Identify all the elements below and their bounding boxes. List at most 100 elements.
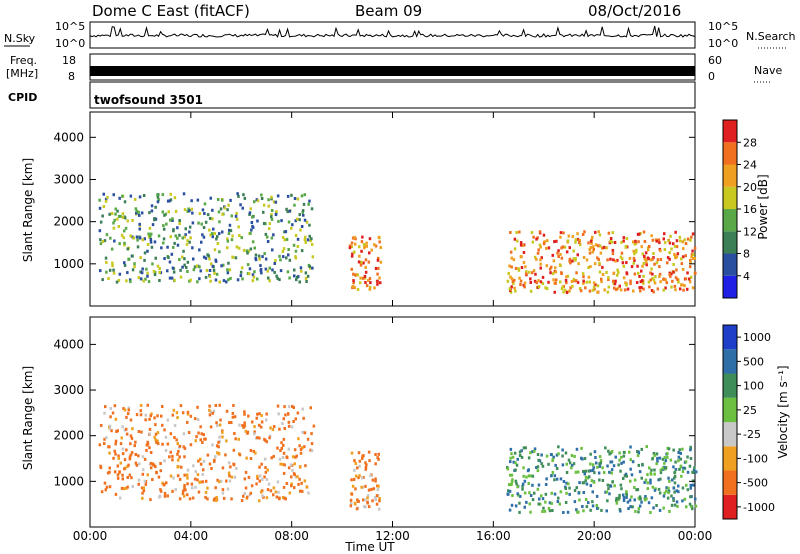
velocity-echo-cell (673, 481, 677, 485)
power-echo-cell (664, 278, 667, 282)
velocity-echo-cell (172, 408, 176, 412)
power-echo-cell (555, 239, 558, 243)
velocity-echo-cell (606, 499, 609, 503)
power-echo-cell (266, 269, 269, 273)
velocity-echo-cell (111, 411, 115, 415)
velocity-echo-cell (669, 458, 673, 462)
power-echo-cell (633, 252, 636, 256)
velocity-echo-cell (199, 425, 202, 429)
velocity-echo-cell (655, 462, 658, 466)
power-echo-cell (153, 273, 157, 277)
power-echo-cell (677, 280, 680, 284)
power-echo-cell (104, 199, 108, 203)
power-echo-cell (154, 256, 157, 260)
velocity-echo-cell (358, 459, 362, 463)
velocity-echo-cell (598, 455, 602, 459)
power-echo-cell (146, 249, 149, 253)
velocity-echo-cell (536, 487, 540, 491)
velocity-echo-cell (278, 497, 281, 501)
power-echo-cell (188, 209, 191, 213)
power-echo-cell (652, 252, 655, 255)
velocity-echo-cell (272, 425, 276, 429)
velocity-colorbar-tick-label: -25 (743, 428, 761, 441)
nsky-tick-bottom: 10^0 (55, 37, 85, 50)
velocity-echo-cell (557, 496, 560, 500)
power-echo-cell (151, 223, 155, 227)
power-echo-cell (306, 274, 310, 278)
velocity-echo-cell (581, 481, 585, 485)
velocity-echo-cell (215, 496, 218, 499)
velocity-echo-cell (283, 427, 286, 430)
velocity-echo-cell (128, 457, 132, 461)
velocity-echo-cell (130, 436, 134, 440)
velocity-echo-cell (290, 482, 293, 486)
velocity-echo-cell (511, 455, 515, 459)
velocity-echo-cell (176, 442, 179, 446)
velocity-ytick-label: 1000 (53, 474, 84, 488)
power-echo-cell (596, 244, 600, 248)
velocity-echo-cell (263, 475, 266, 479)
power-echo-cell (263, 252, 266, 256)
power-echo-cell (210, 232, 214, 236)
power-echo-cell (359, 263, 363, 267)
power-echo-cell (163, 213, 166, 217)
velocity-echo-cell (186, 482, 189, 486)
velocity-echo-cell (178, 455, 181, 459)
power-echo-cell (215, 237, 218, 241)
velocity-echo-cell (252, 449, 256, 453)
power-echo-cell (204, 220, 208, 224)
velocity-echo-cell (269, 426, 272, 430)
power-echo-cell (208, 269, 212, 272)
power-echo-cell (361, 235, 364, 239)
velocity-echo-cell (618, 458, 621, 462)
power-echo-cell (591, 250, 594, 254)
power-echo-cell (226, 237, 229, 241)
velocity-echo-cell (610, 471, 613, 475)
cpid-panel: CPID twofsound 3501 (8, 81, 696, 109)
velocity-echo-cell (374, 498, 377, 502)
power-echo-cell (131, 254, 134, 258)
freq-label: Freq. (10, 54, 37, 67)
power-echo-cell (203, 212, 206, 215)
velocity-colorbar-segment (723, 349, 737, 374)
velocity-echo-cell (357, 451, 361, 455)
velocity-echo-cell (374, 453, 377, 456)
power-echo-cell (153, 240, 157, 244)
power-echo-cell (151, 262, 154, 266)
power-echo-cell (674, 254, 677, 258)
x-axis-ticks: 00:00 04:00 08:00 12:00 16:00 20:00 00:00 (73, 112, 712, 543)
velocity-echo-cell (139, 404, 143, 407)
power-echo-cell (594, 243, 598, 247)
power-echo-cell (158, 279, 161, 282)
power-echo-cell (610, 240, 614, 244)
power-echo-cell (113, 239, 116, 243)
power-echo-cell (302, 213, 305, 217)
power-echo-cell (510, 265, 513, 269)
velocity-colorbar-segment (723, 446, 737, 471)
velocity-echo-cell (256, 474, 259, 478)
velocity-echo-cell (618, 493, 621, 497)
power-echo-cell (193, 265, 197, 269)
power-echo-cell (686, 237, 690, 241)
power-echo-cell (666, 256, 670, 260)
power-echo-cell (278, 278, 281, 282)
power-echo-cell (143, 237, 146, 241)
power-echo-cell (362, 276, 365, 280)
power-echo-cell (352, 250, 356, 254)
velocity-echo-cell (366, 494, 370, 498)
power-echo-cell (515, 231, 518, 234)
velocity-echo-cell (123, 467, 126, 471)
velocity-echo-cell (119, 496, 122, 500)
power-echo-cell (311, 255, 315, 259)
velocity-echo-cell (610, 450, 614, 453)
velocity-echo-cell (272, 486, 276, 490)
power-echo-cell (553, 290, 556, 294)
power-ytick-label: 4000 (53, 130, 84, 144)
power-echo-cell (667, 239, 670, 243)
velocity-echo-cell (507, 489, 510, 493)
velocity-echo-cell (689, 486, 692, 490)
power-echo-cell (620, 251, 624, 255)
velocity-echo-cell (561, 448, 564, 452)
velocity-echo-cell (598, 464, 602, 468)
velocity-echo-cell (370, 487, 373, 491)
